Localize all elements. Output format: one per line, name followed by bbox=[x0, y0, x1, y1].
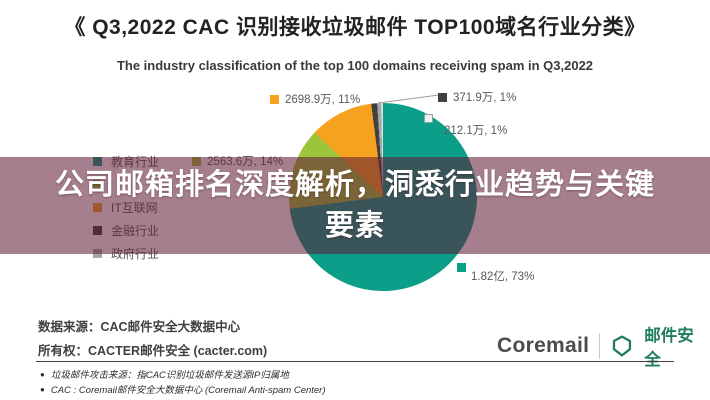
overlay-banner: 公司邮箱排名深度解析，洞悉行业趋势与关键 要素 bbox=[0, 157, 710, 254]
shield-icon bbox=[613, 335, 632, 357]
banner-headline-line1: 公司邮箱排名深度解析，洞悉行业趋势与关键 bbox=[54, 168, 655, 201]
banner-headline-line2: 要素 bbox=[324, 209, 385, 242]
data-label-government: 212.1万, 1% bbox=[444, 125, 508, 137]
data-label-text: 2698.9万, 11% bbox=[285, 94, 361, 106]
data-label-finance: 371.9万, 1% bbox=[438, 89, 516, 105]
data-source-line: 数据来源：CAC邮件安全大数据中心 bbox=[38, 320, 241, 334]
brand-suffix: 邮件安全 bbox=[644, 327, 694, 369]
footnote-text: 垃圾邮件攻击来源：指CAC识别垃圾邮件发送源IP归属地 bbox=[50, 370, 289, 381]
swatch-gray bbox=[424, 114, 433, 123]
leader-line bbox=[377, 94, 440, 104]
data-label-text: 371.9万, 1% bbox=[453, 92, 517, 104]
footnote-2: ● CAC : Coremail邮件安全大数据中心 (Coremail Anti-… bbox=[40, 382, 326, 396]
footnote-text: CAC : Coremail邮件安全大数据中心 (Coremail Anti-s… bbox=[50, 385, 326, 396]
footer-divider bbox=[36, 361, 674, 362]
data-label-it-internet: 2698.9万, 11% bbox=[270, 91, 360, 107]
ownership-line: 所有权：CACTER邮件安全 (cacter.com) bbox=[38, 344, 268, 358]
page-subtitle: The industry classification of the top 1… bbox=[116, 58, 594, 73]
data-label-education: 1.82亿, 73% bbox=[471, 271, 535, 283]
swatch-orange bbox=[270, 94, 279, 104]
swatch-black bbox=[438, 92, 447, 102]
coremail-logo: Coremail 邮件安全 bbox=[497, 322, 710, 370]
swatch-teal bbox=[457, 263, 466, 272]
logo-divider bbox=[599, 333, 601, 359]
footnote-1: ● 垃圾邮件攻击来源：指CAC识别垃圾邮件发送源IP归属地 bbox=[40, 367, 289, 381]
page-title: 《 Q3,2022 CAC 识别接收垃圾邮件 TOP100域名行业分类》 bbox=[64, 16, 646, 39]
coremail-wordmark: Coremail bbox=[497, 334, 590, 357]
bullet-icon: ● bbox=[40, 370, 45, 379]
bullet-icon: ● bbox=[40, 385, 45, 394]
